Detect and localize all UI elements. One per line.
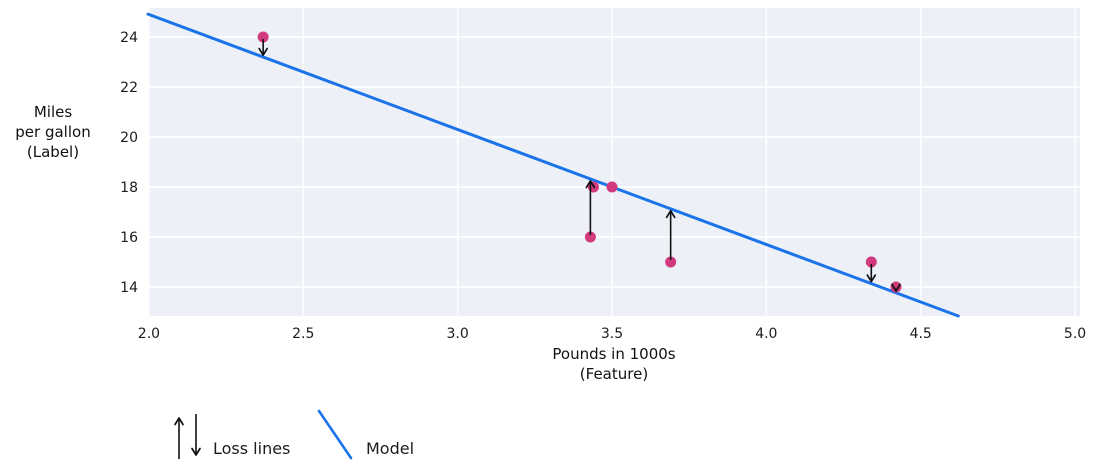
y-axis-label-line: per gallon bbox=[15, 123, 91, 141]
x-tick-label: 3.5 bbox=[601, 326, 623, 342]
model-line bbox=[146, 12, 960, 318]
data-point bbox=[865, 256, 877, 268]
y-tick-label: 16 bbox=[120, 230, 138, 246]
y-axis-label-line: Miles bbox=[33, 103, 73, 121]
legend-model-line-icon bbox=[317, 409, 353, 460]
y-tick-label: 18 bbox=[120, 180, 138, 196]
x-tick-label: 4.0 bbox=[755, 326, 777, 342]
x-tick-label: 2.0 bbox=[138, 326, 160, 342]
y-tick-label: 24 bbox=[120, 30, 138, 46]
legend: Loss lines Model bbox=[174, 409, 414, 460]
y-tick-label: 22 bbox=[120, 80, 138, 96]
plot-area: 2.0 2.5 3.0 3.5 4.0 4.5 5.0 14 16 18 20 22 24 bbox=[120, 8, 1086, 342]
x-axis-label-line: Pounds in 1000s bbox=[552, 345, 676, 363]
y-axis-label: Miles per gallon (Label) bbox=[0, 102, 106, 162]
y-tick-label: 14 bbox=[120, 280, 138, 296]
x-tick-label: 4.5 bbox=[910, 326, 932, 342]
data-point bbox=[665, 256, 677, 268]
x-axis-label-line: (Feature) bbox=[579, 365, 649, 383]
plot-background bbox=[148, 8, 1080, 316]
y-axis-label-line: (Label) bbox=[26, 143, 80, 161]
legend-model-label: Model bbox=[366, 439, 414, 458]
x-tick-label: 5.0 bbox=[1064, 326, 1086, 342]
data-point bbox=[606, 181, 618, 193]
x-tick-label: 3.0 bbox=[447, 326, 469, 342]
x-axis-label: Pounds in 1000s (Feature) bbox=[414, 344, 814, 384]
x-tick-label: 2.5 bbox=[292, 326, 314, 342]
data-point bbox=[257, 31, 269, 43]
y-tick-label: 20 bbox=[120, 130, 138, 146]
data-point bbox=[584, 231, 596, 243]
legend-loss-label: Loss lines bbox=[213, 439, 290, 458]
